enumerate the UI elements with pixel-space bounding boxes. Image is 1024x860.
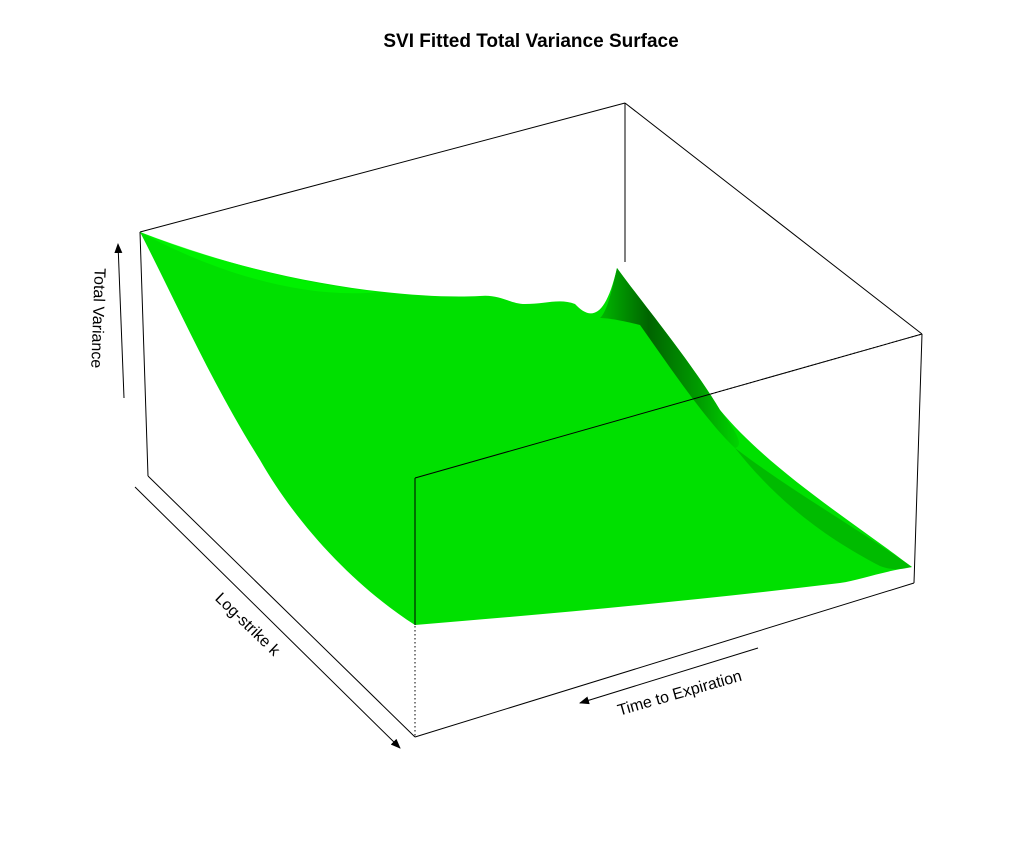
box-edge-left-vertical — [139, 231, 149, 477]
box-front-edges — [147, 333, 923, 738]
box-edge-front-bottom — [414, 582, 915, 738]
box-back-edges — [139, 102, 923, 477]
surface-shadow-front — [735, 448, 912, 570]
box-edge-front-top-left — [147, 475, 416, 738]
surface-body — [140, 232, 912, 625]
box-edge-front-mid — [414, 333, 923, 479]
box-edge-top-back — [139, 102, 626, 233]
y-axis-arrow — [579, 647, 759, 705]
chart-title: SVI Fitted Total Variance Surface — [383, 31, 678, 52]
surface-shadow-ridge — [600, 268, 740, 448]
z-axis-label: Total Variance — [87, 268, 107, 369]
z-axis-arrow — [114, 243, 125, 399]
box-edge-right-vertical — [913, 333, 923, 584]
x-axis-label: Log-strike k — [211, 590, 283, 660]
x-axis-arrow — [134, 486, 401, 749]
box-edge-top-right — [624, 102, 923, 335]
variance-surface — [140, 232, 912, 625]
y-axis-label: Time to Expiration — [616, 668, 744, 720]
